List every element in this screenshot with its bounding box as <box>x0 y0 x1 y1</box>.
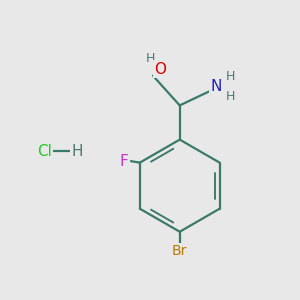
Text: H: H <box>145 52 155 65</box>
Text: H: H <box>226 90 235 103</box>
Text: N: N <box>211 80 222 94</box>
Text: H: H <box>226 70 235 83</box>
Text: O: O <box>154 62 166 77</box>
Text: Br: Br <box>172 244 188 258</box>
Text: H: H <box>71 144 83 159</box>
Text: Cl: Cl <box>37 144 52 159</box>
Text: F: F <box>120 154 129 169</box>
